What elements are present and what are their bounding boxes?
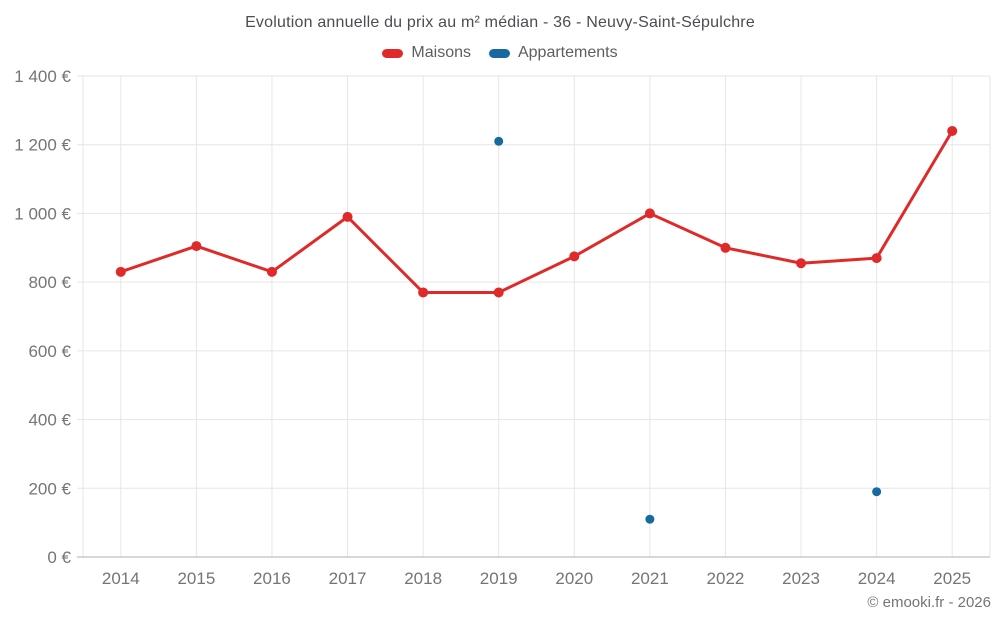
x-tick-label: 2018 [404,569,442,588]
maisons-point-2022[interactable] [720,242,731,253]
copyright-text: © emooki.fr - 2026 [867,594,991,611]
x-tick-label: 2014 [102,569,140,588]
legend-label-maisons: Maisons [411,44,471,61]
maisons-point-2017[interactable] [342,211,353,222]
legend-label-appartements: Appartements [517,44,618,61]
y-tick-label: 1 400 € [14,67,71,86]
y-tick-label: 1 000 € [14,204,71,223]
maisons-point-2016[interactable] [266,266,277,277]
chart-title: Evolution annuelle du prix au m² médian … [245,14,755,31]
maisons-point-2025[interactable] [947,125,958,136]
maisons-point-2018[interactable] [418,287,429,298]
maisons-point-2015[interactable] [191,241,202,252]
x-tick-label: 2020 [555,569,593,588]
chart-legend: Maisons Appartements [0,44,1000,62]
y-tick-label: 200 € [28,479,71,498]
y-tick-label: 1 200 € [14,136,71,155]
y-tick-label: 600 € [28,342,71,361]
appartements-swatch-icon [488,48,510,58]
x-tick-label: 2022 [707,569,745,588]
maisons-swatch-icon [382,48,404,58]
maisons-point-2014[interactable] [115,266,126,277]
maisons-line [119,129,954,294]
appartements-point-2021[interactable] [645,514,655,524]
legend-item-appartements[interactable]: Appartements [488,44,618,62]
y-tick-label: 800 € [28,273,71,292]
maisons-point-2020[interactable] [569,251,580,262]
x-tick-label: 2023 [782,569,820,588]
maisons-point-2024[interactable] [871,253,882,264]
x-tick-label: 2017 [329,569,367,588]
appartements-point-2024[interactable] [872,487,882,497]
appartements-point-2019[interactable] [494,136,504,146]
x-tick-label: 2025 [933,569,971,588]
x-tick-label: 2021 [631,569,669,588]
maisons-point-2019[interactable] [493,287,504,298]
y-tick-label: 400 € [28,411,71,430]
x-tick-label: 2024 [858,569,896,588]
x-tick-label: 2015 [177,569,215,588]
maisons-point-2023[interactable] [796,258,807,269]
legend-item-maisons[interactable]: Maisons [382,44,471,62]
x-tick-label: 2019 [480,569,518,588]
y-tick-label: 0 € [47,548,71,567]
maisons-point-2021[interactable] [644,208,655,219]
x-tick-label: 2016 [253,569,291,588]
